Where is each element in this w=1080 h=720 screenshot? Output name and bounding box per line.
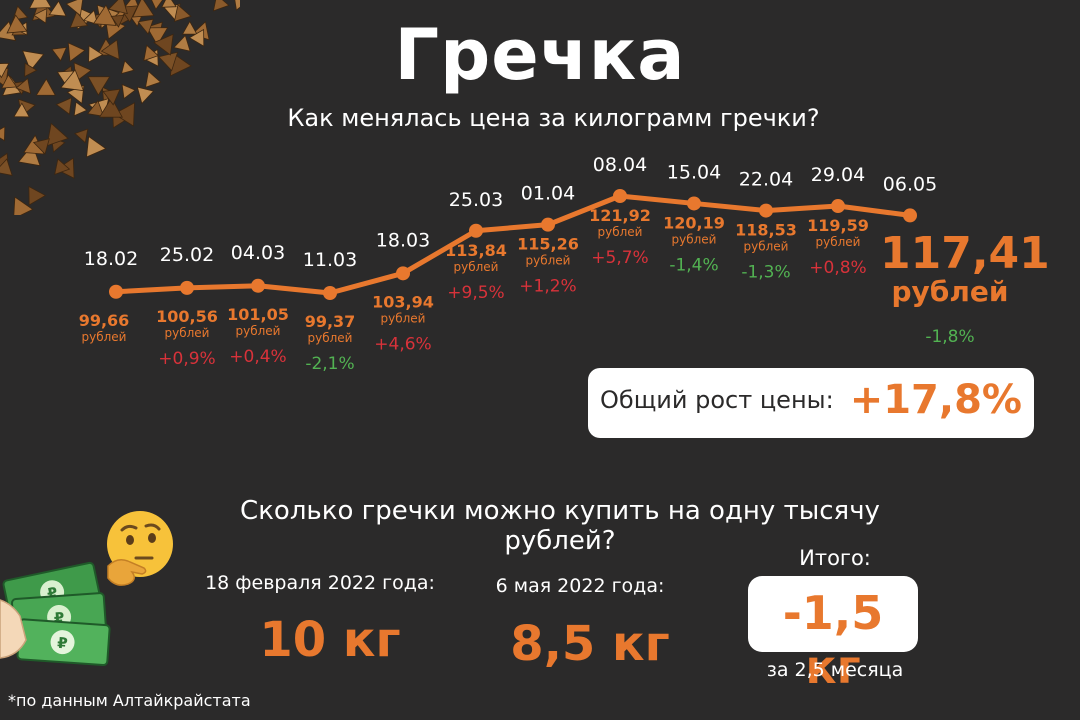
unit-label-08.04: рублей <box>598 225 643 239</box>
date-label-22.04: 22.04 <box>739 169 793 191</box>
period-label: за 2,5 месяца <box>766 659 904 681</box>
svg-text:₽: ₽ <box>53 609 65 628</box>
thinking-face-icon <box>107 511 173 586</box>
unit-label-29.04: рублей <box>816 235 861 249</box>
data-point-25.02 <box>180 280 194 295</box>
total-value: -1,5 кг <box>782 586 884 694</box>
data-point-18.02 <box>109 284 123 299</box>
unit-label-25.03: рублей <box>454 260 499 274</box>
data-point-01.04 <box>541 217 555 232</box>
date-label-04.03: 04.03 <box>231 242 285 264</box>
value-label-22.04: 118,53 <box>735 221 797 240</box>
unit-label-25.02: рублей <box>165 326 210 340</box>
unit-label-22.04: рублей <box>744 240 789 254</box>
date-label-11.03: 11.03 <box>303 249 357 271</box>
change-label-18.03: +4,6% <box>374 334 431 354</box>
date-label-18.02: 18.02 <box>84 248 138 270</box>
total-label: Итого: <box>799 546 871 570</box>
data-point-25.03 <box>469 223 483 238</box>
unit-label-18.03: рублей <box>381 311 426 325</box>
data-point-18.03 <box>396 266 410 281</box>
value-label-15.04: 120,19 <box>663 213 725 232</box>
change-label-15.04: -1,4% <box>669 255 718 275</box>
date-label-01.04: 01.04 <box>521 183 575 205</box>
last-price-unit: рублей <box>891 275 1009 308</box>
data-point-06.05 <box>903 208 917 223</box>
date-label-15.04: 15.04 <box>667 161 721 183</box>
change-label-29.04: +0,8% <box>809 258 866 278</box>
svg-text:₽: ₽ <box>57 634 69 653</box>
value-label-11.03: 99,37 <box>305 312 356 331</box>
change-label-01.04: +1,2% <box>519 277 576 297</box>
unit-label-01.04: рублей <box>526 254 571 268</box>
change-label-25.03: +9,5% <box>447 283 504 303</box>
chart-subtitle: Как менялась цена за килограмм гречки? <box>287 104 820 132</box>
data-point-29.04 <box>831 199 845 214</box>
unit-label-18.02: рублей <box>82 330 127 344</box>
value-label-01.04: 115,26 <box>517 235 579 254</box>
value-label-18.02: 99,66 <box>79 311 130 330</box>
change-label-22.04: -1,3% <box>741 263 790 283</box>
data-point-04.03 <box>251 278 265 293</box>
money-bills-icon: ₽ ₽ ₽ <box>0 561 111 667</box>
total-box: -1,5 кг <box>748 576 918 694</box>
data-point-11.03 <box>323 286 337 300</box>
date-label-18.03: 18.03 <box>376 229 430 251</box>
change-label-25.02: +0,9% <box>158 349 215 369</box>
total-growth-box: Общий рост цены: +17,8% <box>588 368 1034 438</box>
price-line-chart: 18.0299,66рублей25.02100,56рублей+0,9%04… <box>79 154 938 374</box>
total-growth-label: Общий рост цены: <box>600 386 834 414</box>
last-price: 117,41 рублей <box>880 228 1050 308</box>
price-line <box>113 193 913 296</box>
value-label-25.03: 113,84 <box>445 241 507 260</box>
purchase-question: Сколько гречки можно купить на одну тыся… <box>240 496 880 556</box>
date-label-06.05: 06.05 <box>883 173 937 195</box>
change-label-11.03: -2,1% <box>305 354 354 374</box>
value-label-25.02: 100,56 <box>156 307 218 326</box>
date-label-08.04: 08.04 <box>593 154 647 176</box>
data-point-08.04 <box>613 189 627 203</box>
date-label-25.03: 25.03 <box>449 189 503 211</box>
value-label-29.04: 119,59 <box>807 216 869 235</box>
data-point-15.04 <box>687 196 701 211</box>
amount-may: 8,5 кг <box>510 616 670 672</box>
total-growth-value: +17,8% <box>849 377 1022 423</box>
unit-label-15.04: рублей <box>672 232 717 246</box>
value-label-04.03: 101,05 <box>227 305 289 324</box>
change-label-08.04: +5,7% <box>591 248 648 268</box>
change-label-04.03: +0,4% <box>229 347 286 367</box>
source-note: *по данным Алтайкрайстата <box>8 691 251 710</box>
date-may: 6 мая 2022 года: <box>495 575 665 597</box>
page-title: Гречка <box>394 14 686 96</box>
unit-label-11.03: рублей <box>308 331 353 345</box>
amount-february: 10 кг <box>259 612 401 668</box>
date-label-29.04: 29.04 <box>811 164 865 186</box>
value-label-08.04: 121,92 <box>589 206 651 225</box>
last-price-change: -1,8% <box>925 327 975 347</box>
buckwheat-grains-image <box>0 0 240 215</box>
data-point-22.04 <box>759 203 773 218</box>
date-label-25.02: 25.02 <box>160 244 214 266</box>
date-february: 18 февраля 2022 года: <box>205 572 435 594</box>
unit-label-04.03: рублей <box>236 324 281 338</box>
last-price-value: 117,41 <box>880 228 1050 279</box>
value-label-18.03: 103,94 <box>372 292 434 311</box>
